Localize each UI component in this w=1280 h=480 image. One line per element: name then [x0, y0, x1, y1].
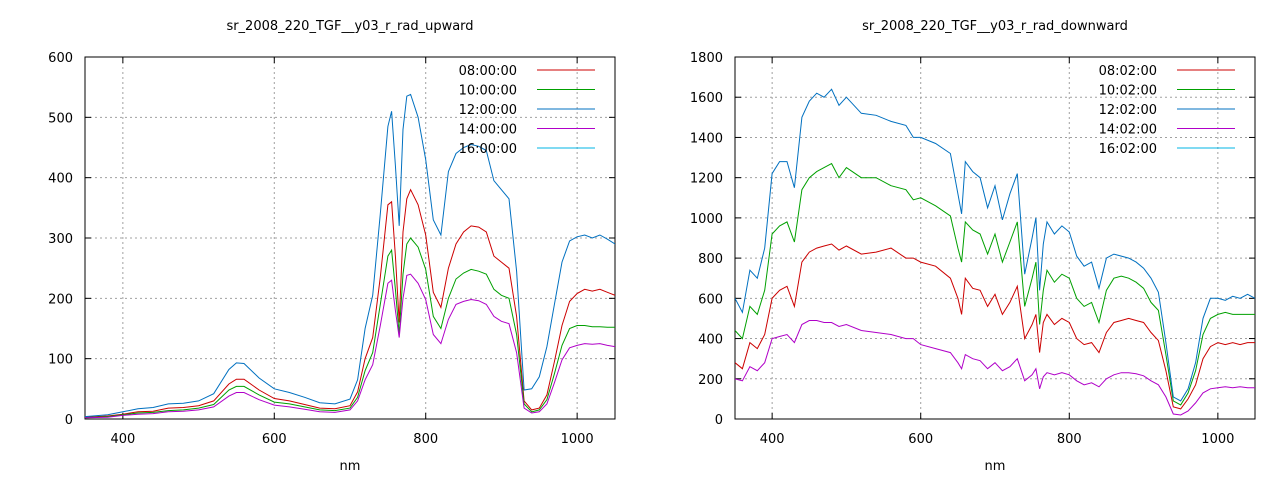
legend-label: 12:00:00	[459, 103, 517, 118]
legend-label: 14:02:00	[1099, 123, 1157, 138]
x-tick-label: 1000	[561, 432, 594, 447]
chart-title: sr_2008_220_TGF__y03_r_rad_upward	[226, 19, 473, 34]
legend-label: 10:02:00	[1099, 84, 1157, 99]
x-tick-label: 1000	[1201, 432, 1234, 447]
legend-label: 08:00:00	[459, 64, 517, 79]
series-line-14:02:00	[735, 320, 1255, 416]
legend-label: 16:02:00	[1099, 142, 1157, 157]
y-tick-label: 200	[48, 292, 73, 307]
legend-label: 12:02:00	[1099, 103, 1157, 118]
y-tick-label: 100	[48, 353, 73, 368]
series-line-08:02:00	[735, 243, 1255, 410]
y-tick-label: 1800	[690, 51, 723, 66]
plot-frame	[734, 56, 1256, 420]
y-tick-label: 0	[65, 413, 73, 428]
legend-label: 10:00:00	[459, 84, 517, 99]
legend-label: 08:02:00	[1099, 64, 1157, 79]
x-tick-label: 600	[908, 432, 933, 447]
y-tick-label: 300	[48, 232, 73, 247]
y-tick-label: 1600	[690, 91, 723, 106]
x-tick-label: 600	[262, 432, 287, 447]
series-line-12:02:00	[735, 88, 1255, 402]
y-tick-label: 200	[698, 373, 723, 388]
y-tick-label: 400	[698, 333, 723, 348]
series-line-14:00:00	[85, 273, 615, 419]
y-tick-label: 1400	[690, 131, 723, 146]
y-tick-label: 600	[698, 292, 723, 307]
x-tick-label: 400	[760, 432, 785, 447]
y-tick-label: 400	[48, 172, 73, 187]
chart-1: 400 600 800 1000 0 100 200 300 400 500 600 sr_2008_…	[48, 19, 616, 474]
legend-label: 16:00:00	[459, 142, 517, 157]
series-line-10:02:00	[735, 162, 1255, 406]
chart-2: 400 600 800 1000 0 200 400 600 800 1000 1200 1400 16…	[690, 19, 1256, 474]
y-tick-label: 1200	[690, 172, 723, 187]
y-tick-label: 0	[715, 413, 723, 428]
y-tick-label: 800	[698, 252, 723, 267]
x-axis-label: nm	[340, 459, 361, 474]
chart-title: sr_2008_220_TGF__y03_r_rad_downward	[862, 19, 1128, 34]
x-tick-label: 800	[413, 432, 438, 447]
series-line-08:00:00	[85, 188, 615, 418]
y-tick-label: 600	[48, 51, 73, 66]
x-tick-label: 800	[1057, 432, 1082, 447]
series-line-12:00:00	[85, 93, 615, 418]
y-tick-label: 500	[48, 111, 73, 126]
x-axis-label: nm	[985, 459, 1006, 474]
series-line-10:00:00	[85, 237, 615, 419]
legend-label: 14:00:00	[459, 123, 517, 138]
y-tick-label: 1000	[690, 212, 723, 227]
x-tick-label: 400	[110, 432, 135, 447]
